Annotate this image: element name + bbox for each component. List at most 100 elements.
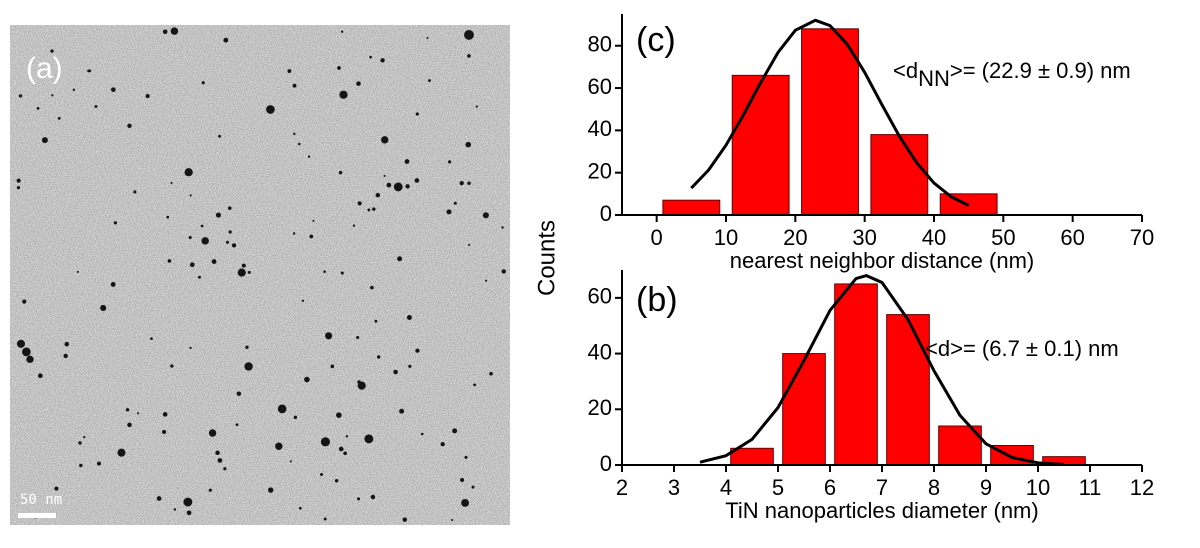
particle — [36, 106, 40, 110]
x-tick-label: 60 — [1060, 225, 1084, 250]
x-tick-label: 50 — [991, 225, 1015, 250]
particle — [94, 105, 98, 108]
particle — [237, 268, 246, 277]
bar — [801, 28, 859, 216]
x-tick-label: 20 — [783, 225, 807, 250]
particle — [63, 353, 68, 359]
particle — [345, 435, 349, 438]
particle — [57, 116, 61, 120]
particle — [485, 279, 488, 282]
y-tick-label: 80 — [588, 32, 612, 57]
particle — [215, 450, 220, 456]
particle — [167, 259, 172, 263]
particle — [244, 362, 253, 371]
particle — [309, 234, 314, 239]
particle — [298, 506, 302, 510]
particle — [189, 194, 192, 197]
particle — [501, 269, 506, 274]
panel-label: (b) — [636, 281, 678, 319]
bar — [834, 283, 878, 466]
tem-image — [10, 25, 510, 525]
particle — [357, 201, 362, 206]
particle — [247, 270, 251, 274]
particle — [357, 497, 361, 501]
x-tick-label: 12 — [1130, 475, 1154, 500]
particle — [289, 460, 292, 463]
particle — [372, 207, 376, 211]
particle — [338, 446, 344, 452]
particle — [380, 58, 385, 63]
particle — [16, 339, 26, 348]
particle — [64, 341, 70, 347]
particle — [184, 168, 193, 177]
particle — [111, 87, 116, 93]
particle — [473, 383, 477, 387]
particle — [137, 412, 140, 415]
particle — [352, 224, 356, 227]
particle — [340, 271, 344, 275]
particle — [307, 155, 311, 158]
particle — [375, 192, 381, 198]
particle — [117, 448, 126, 457]
particle — [162, 412, 168, 417]
fit-curve — [690, 18, 970, 207]
particle — [293, 132, 296, 135]
annotation-part: >= (22.9 ± 0.9) nm — [950, 58, 1131, 83]
particle — [211, 259, 217, 264]
x-tick-label: 7 — [876, 475, 888, 500]
particle — [453, 201, 457, 205]
particle — [460, 477, 465, 482]
particle — [26, 355, 34, 363]
particle — [428, 79, 431, 82]
particle — [201, 81, 205, 85]
y-tick-label: 20 — [588, 158, 612, 183]
particle — [376, 355, 381, 359]
particle — [370, 285, 374, 290]
particle — [150, 337, 153, 340]
particle — [215, 212, 222, 218]
y-axis-label: Counts — [533, 220, 560, 296]
fit-curve — [699, 274, 1065, 466]
x-tick-label: 0 — [651, 225, 663, 250]
particle — [76, 270, 79, 273]
particle — [369, 55, 372, 59]
x-axis-label: TiN nanoparticles diameter (nm) — [725, 498, 1038, 523]
particle — [334, 479, 339, 483]
particle — [225, 240, 229, 244]
particle — [501, 226, 504, 229]
tem-background — [10, 25, 510, 525]
particle — [336, 412, 342, 418]
particle — [399, 408, 405, 414]
particle — [415, 112, 419, 116]
x-tick-label: 5 — [772, 475, 784, 500]
particle — [459, 180, 464, 186]
particle — [170, 364, 174, 368]
particle — [426, 36, 429, 39]
particle — [208, 429, 217, 437]
particle — [465, 141, 472, 148]
particle — [78, 441, 82, 445]
particle — [100, 304, 107, 311]
particle — [381, 136, 389, 144]
particle — [54, 486, 59, 491]
bar — [886, 314, 930, 466]
particle — [228, 230, 232, 234]
particle — [323, 517, 327, 521]
particle — [405, 184, 410, 189]
particle — [475, 105, 478, 108]
particle — [312, 219, 315, 222]
particle — [83, 435, 86, 439]
particle — [110, 282, 116, 287]
particle — [275, 442, 283, 450]
particle — [338, 170, 343, 175]
particle — [267, 487, 274, 493]
particle — [189, 262, 195, 268]
x-tick-label: 10 — [714, 225, 738, 250]
particle — [170, 181, 173, 184]
particle — [320, 437, 331, 447]
bar — [730, 447, 774, 466]
particle — [170, 27, 179, 35]
particle — [404, 159, 410, 164]
particle — [298, 142, 301, 146]
